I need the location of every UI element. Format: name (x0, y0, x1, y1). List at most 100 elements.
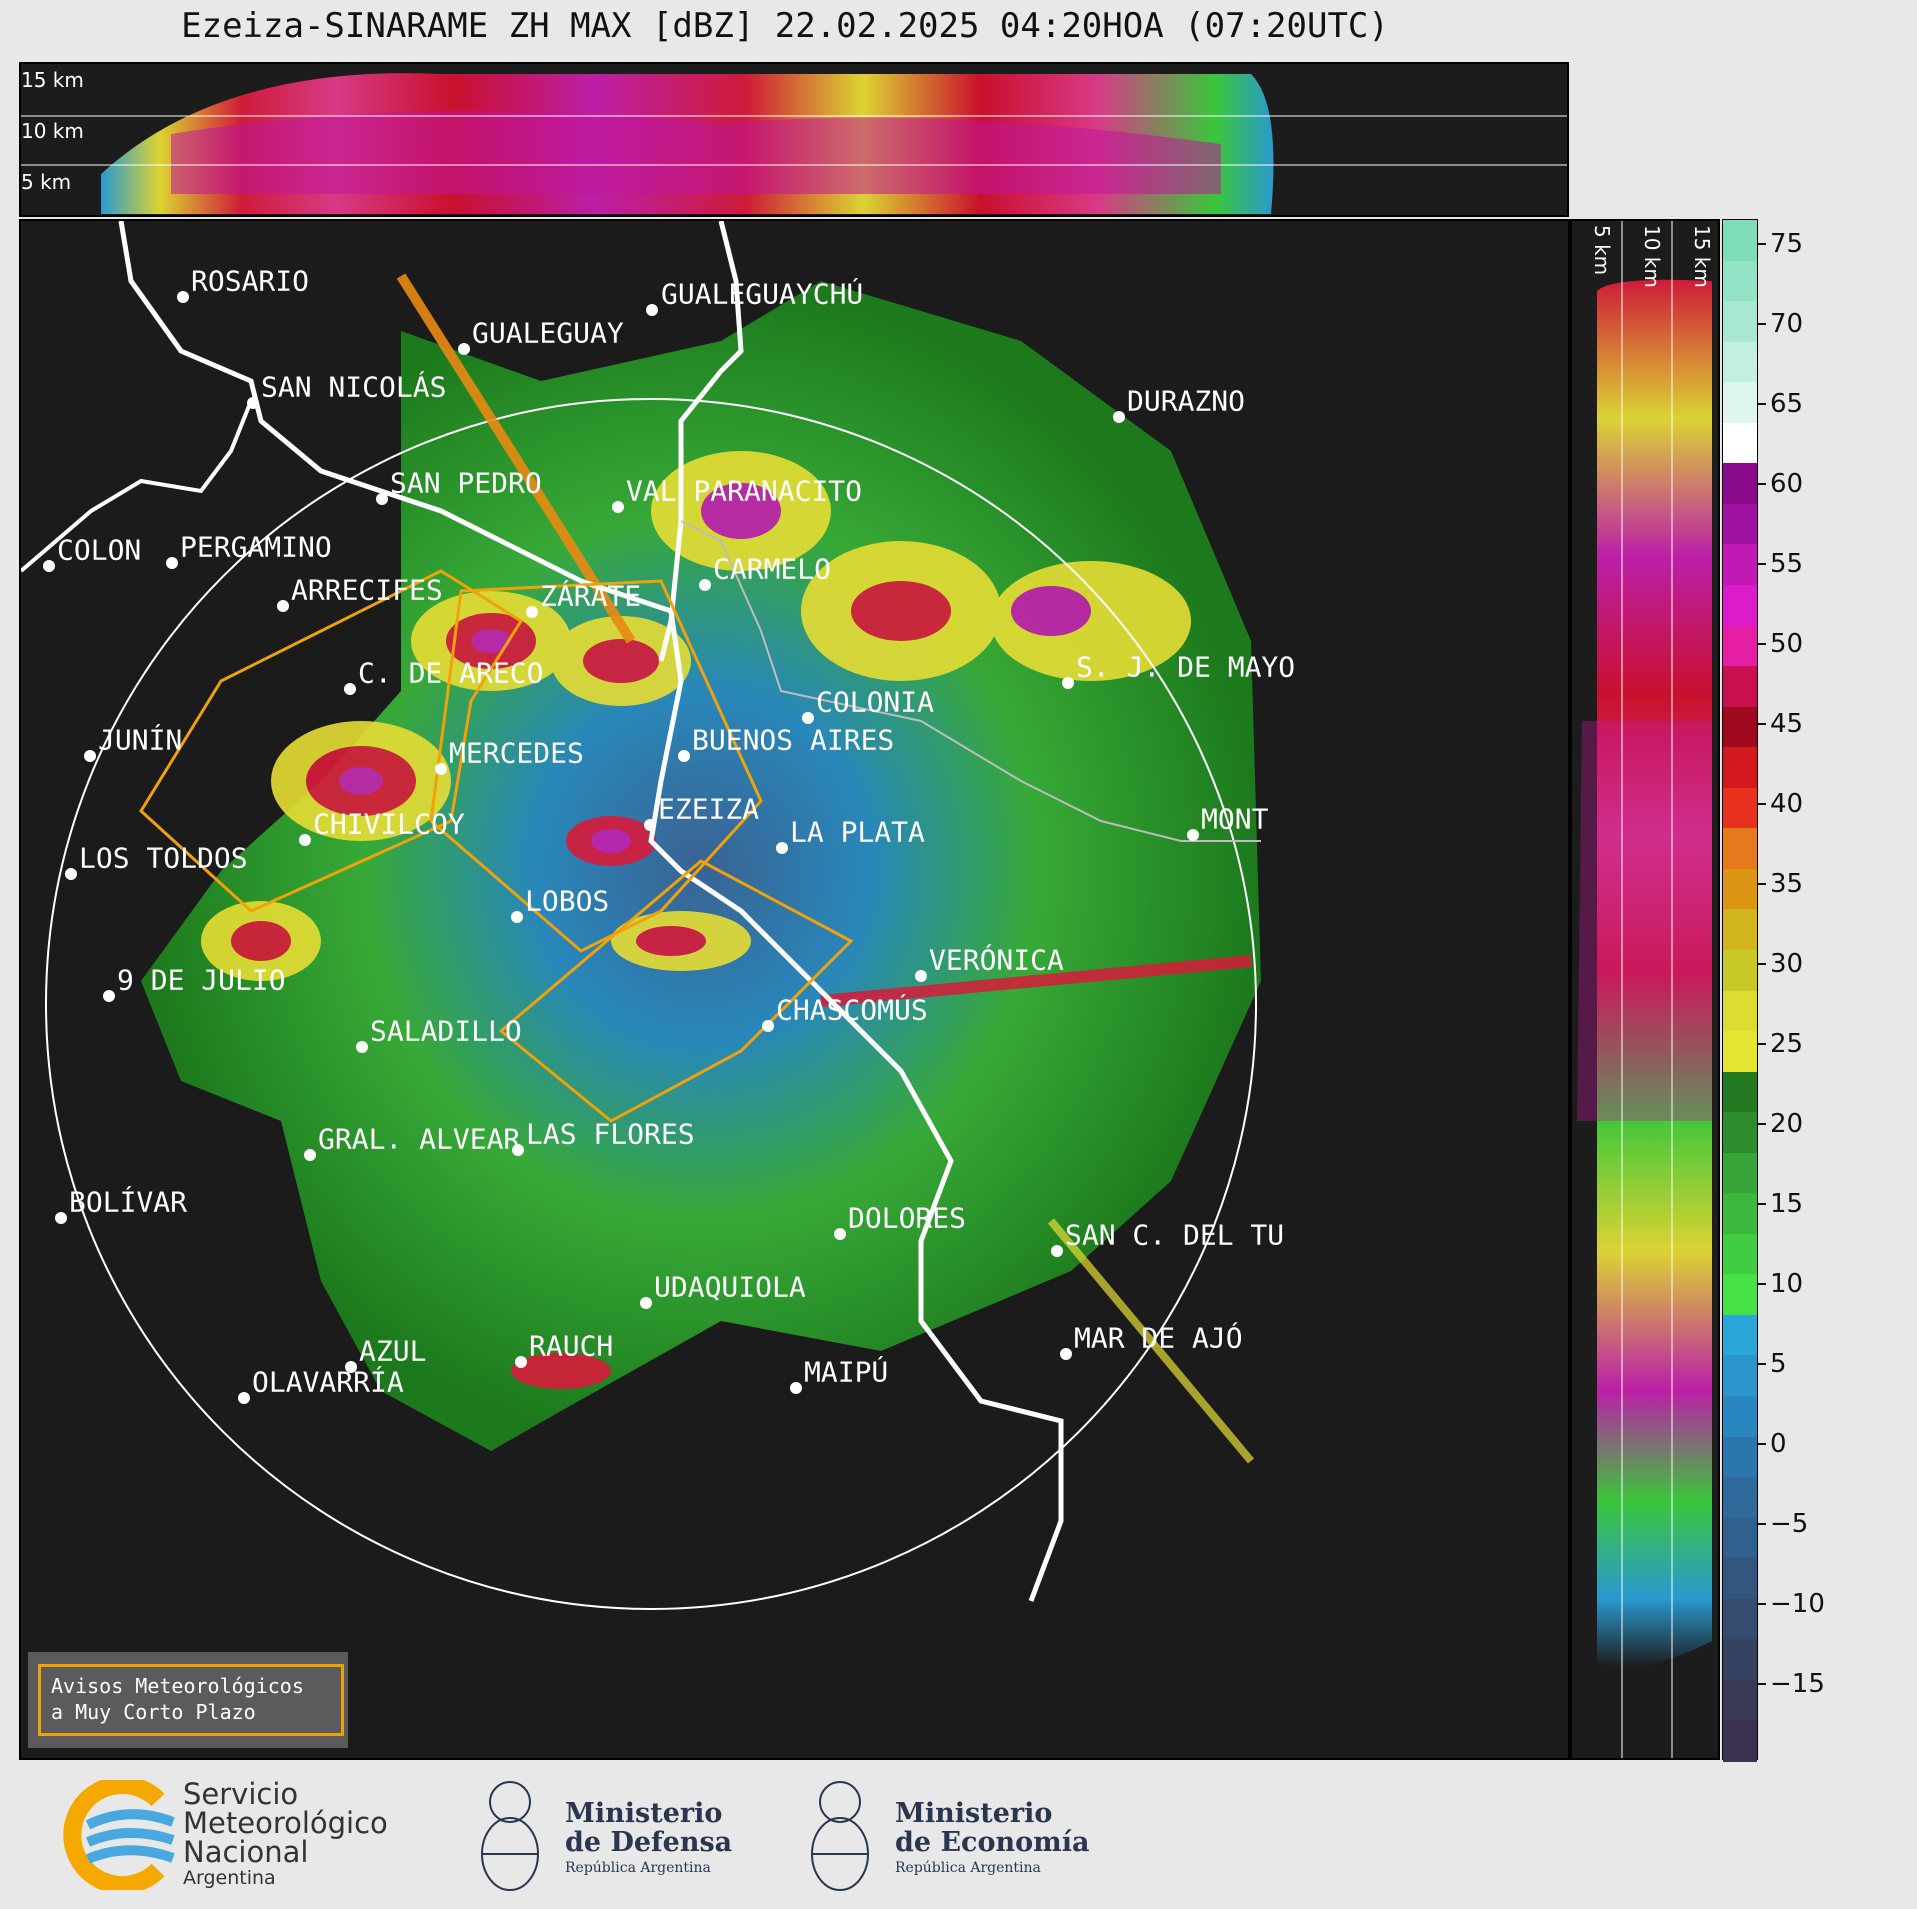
top-cross-section-echo (21, 73, 1567, 215)
city-dot (1051, 1245, 1063, 1257)
colorbar-band (1723, 909, 1757, 951)
colorbar-band (1723, 1396, 1757, 1438)
city-dot (526, 606, 538, 618)
city-label-gualeguay: GUALEGUAY (472, 316, 624, 350)
colorbar-band (1723, 260, 1757, 303)
smn-logo-icon (63, 1780, 175, 1890)
colorbar-tick-label: 40 (1770, 789, 1804, 819)
colorbar-band (1723, 382, 1757, 424)
colorbar-band (1723, 1274, 1757, 1316)
city-dot (512, 1144, 524, 1156)
right-cross-section-echo (1577, 221, 1712, 1758)
city-dot (678, 750, 690, 762)
colorbar-tick-mark (1758, 1683, 1766, 1685)
colorbar-band (1723, 1639, 1757, 1681)
city-label-azul: AZUL (359, 1334, 427, 1368)
colorbar-band (1723, 1558, 1757, 1600)
colorbar-tick-label: 65 (1770, 389, 1804, 419)
aviso-panel (28, 1652, 348, 1748)
city-dot (612, 501, 624, 513)
economia-line2: de Economía (895, 1827, 1090, 1858)
aviso-line1: Avisos Meteorológicos (51, 1674, 304, 1698)
right-label-15km: 15 km (1690, 225, 1714, 288)
city-label-los-toldos: LOS TOLDOS (79, 841, 248, 875)
chart-title: Ezeiza-SINARAME ZH MAX [dBZ] 22.02.2025 … (181, 6, 1389, 46)
colorbar-band (1723, 1031, 1757, 1073)
city-dot (699, 579, 711, 591)
colorbar-tick-label: 0 (1770, 1429, 1787, 1459)
city-label-carmelo: CARMELO (713, 552, 832, 586)
colorbar-tick-label: 50 (1770, 629, 1804, 659)
colorbar-band (1723, 990, 1757, 1033)
colorbar-tick-label: 60 (1770, 469, 1804, 499)
colorbar-band (1723, 1436, 1757, 1479)
city-dot (790, 1382, 802, 1394)
radar-map: ROSARIO GUALEGUAYCHÚ GUALEGUAY SAN NICOL… (19, 219, 1570, 1760)
colorbar-tick-label: −15 (1770, 1669, 1825, 1699)
city-label-san-pedro: SAN PEDRO (390, 466, 542, 500)
economia-line3: República Argentina (895, 1860, 1041, 1876)
colorbar-band (1723, 422, 1757, 465)
colorbar-tick-mark (1758, 1203, 1766, 1205)
city-dot (247, 397, 259, 409)
city-dot (776, 842, 788, 854)
city-dot (43, 560, 55, 572)
city-dot (802, 712, 814, 724)
defensa-line3: República Argentina (565, 1860, 711, 1876)
footer-logos: Servicio Meteorológico Nacional Argentin… (0, 1762, 1917, 1909)
colorbar-tick-label: 45 (1770, 709, 1804, 739)
city-label-bolivar: BOLÍVAR (69, 1185, 188, 1219)
city-dot (834, 1228, 846, 1240)
colorbar-band (1723, 1193, 1757, 1235)
city-dot (435, 763, 447, 775)
aviso-line2: a Muy Corto Plazo (51, 1700, 256, 1724)
smn-line2: Meteorológico (183, 1806, 388, 1840)
city-dot (345, 1361, 357, 1373)
city-label-c-de-areco: C. DE ARECO (358, 656, 544, 690)
city-label-mar-de-ajo: MAR DE AJÓ (1074, 1321, 1243, 1355)
city-label-las-flores: LAS FLORES (526, 1117, 695, 1151)
colorbar-tick-mark (1758, 803, 1766, 805)
defensa-shield-icon (481, 1781, 539, 1891)
colorbar-tick-label: 15 (1770, 1189, 1804, 1219)
city-label-maipu: MAIPÚ (804, 1355, 889, 1389)
city-dot (376, 493, 388, 505)
colorbar-tick-mark (1758, 563, 1766, 565)
colorbar-tick-mark (1758, 1523, 1766, 1525)
colorbar-band (1723, 828, 1757, 870)
colorbar-band (1723, 868, 1757, 911)
smn-line1: Servicio (183, 1777, 299, 1811)
colorbar-band (1723, 301, 1757, 343)
economia-line1: Ministerio (895, 1798, 1053, 1829)
city-label-arrecifes: ARRECIFES (291, 573, 443, 607)
colorbar-tick-label: 55 (1770, 549, 1804, 579)
aviso-button[interactable]: Avisos Meteorológicos a Muy Corto Plazo (38, 1664, 344, 1736)
right-label-10km: 10 km (1640, 225, 1664, 288)
city-label-mercedes: MERCEDES (449, 736, 584, 770)
colorbar-tick-label: 5 (1770, 1349, 1787, 1379)
city-label-colonia: COLONIA (816, 685, 935, 719)
colorbar-tick-mark (1758, 323, 1766, 325)
city-label-ezeiza: EZEIZA (658, 792, 760, 826)
city-label-junin: JUNÍN (98, 723, 183, 757)
colorbar-tick-mark (1758, 1123, 1766, 1125)
colorbar-tick-mark (1758, 243, 1766, 245)
city-dot (166, 557, 178, 569)
colorbar-band (1723, 220, 1757, 262)
city-label-chivilcoy: CHIVILCOY (313, 807, 465, 841)
city-label-gualeguaychu: GUALEGUAYCHÚ (661, 277, 864, 311)
city-label-gral-alvear: GRAL. ALVEAR (318, 1122, 521, 1156)
colorbar-band (1723, 463, 1757, 505)
city-label-la-plata: LA PLATA (790, 815, 925, 849)
colorbar-tick-mark (1758, 1043, 1766, 1045)
right-cross-section-panel: 5 km 10 km 15 km (1570, 219, 1720, 1760)
city-label-montevideo: MONTEVIDEO (1201, 802, 1271, 836)
colorbar-band (1723, 1112, 1757, 1154)
colorbar-band (1723, 1679, 1757, 1722)
colorbar-band (1723, 341, 1757, 384)
colorbar-tick-label: −5 (1770, 1509, 1809, 1539)
city-label-dolores: DOLORES (848, 1201, 967, 1235)
city-dot (177, 291, 189, 303)
city-label-san-nicolas: SAN NICOLÁS (261, 370, 447, 404)
radar-map-drawing (21, 221, 1261, 1610)
